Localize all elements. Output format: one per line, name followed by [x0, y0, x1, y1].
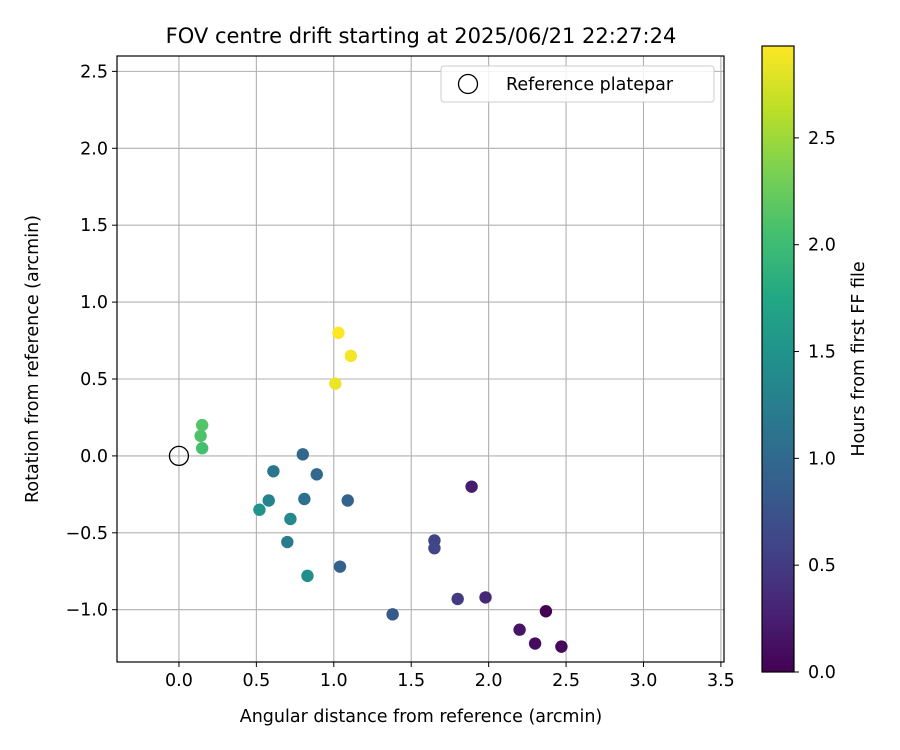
y-tick-label: 0.5: [80, 370, 108, 390]
x-tick-label: 0.0: [165, 671, 193, 691]
x-axis-label: Angular distance from reference (arcmin): [240, 707, 603, 727]
data-point: [262, 494, 275, 507]
y-tick-label: 1.0: [80, 293, 108, 313]
reference-marker-layer: [168, 445, 190, 467]
x-axis-ticks: 0.0 0.5 1.0 1.5 2.0 2.5 3.0 3.5: [165, 662, 735, 691]
data-point: [513, 623, 526, 636]
y-tick-label: −0.5: [66, 524, 109, 544]
x-tick-label: 2.0: [475, 671, 503, 691]
colorbar-tick-label: 0.0: [808, 663, 836, 683]
colorbar-ticks: 0.0 0.5 1.0 1.5 2.0 2.5: [794, 129, 836, 683]
data-point: [298, 492, 311, 506]
data-point: [310, 468, 323, 481]
y-tick-label: 2.0: [80, 139, 108, 159]
data-points: [194, 326, 568, 653]
chart-title: FOV centre drift starting at 2025/06/21 …: [166, 24, 677, 48]
x-tick-label: 2.5: [552, 671, 580, 691]
data-point: [267, 465, 280, 478]
data-point: [386, 608, 399, 621]
data-point: [284, 512, 297, 526]
y-axis-label: Rotation from reference (arcmin): [23, 215, 43, 503]
legend-marker-icon: [457, 73, 479, 95]
data-point: [539, 605, 553, 618]
data-point: [451, 592, 464, 606]
data-point: [344, 349, 358, 363]
x-tick-label: 1.0: [320, 671, 348, 691]
data-point: [195, 442, 209, 455]
colorbar: 0.0 0.5 1.0 1.5 2.0 2.5 Hours from first FF f…: [761, 45, 869, 683]
x-tick-label: 3.5: [707, 671, 735, 691]
legend-entry-reference: Reference platepar: [506, 75, 674, 95]
y-tick-label: 1.5: [80, 216, 108, 236]
colorbar-tick-label: 0.5: [808, 556, 836, 576]
colorbar-tick-label: 1.0: [808, 449, 836, 469]
legend[interactable]: Reference platepar: [440, 65, 715, 103]
data-point: [329, 377, 342, 390]
data-point: [341, 494, 354, 507]
y-tick-label: −1.0: [66, 601, 109, 621]
data-point: [465, 480, 478, 493]
x-tick-label: 1.5: [397, 671, 425, 691]
data-point: [332, 326, 345, 340]
grid: [117, 56, 724, 662]
plot-frame: [116, 55, 725, 663]
colorbar-tick-label: 1.5: [808, 343, 836, 363]
colorbar-tick-label: 2.0: [808, 236, 836, 256]
colorbar-label: Hours from first FF file: [849, 261, 869, 456]
colorbar-tick-label: 2.5: [808, 129, 836, 149]
data-point: [528, 637, 542, 650]
legend-box: [440, 65, 715, 103]
data-point: [296, 448, 310, 461]
data-point: [253, 503, 266, 516]
y-tick-label: 2.5: [80, 62, 108, 82]
data-point: [333, 560, 347, 573]
data-point: [301, 569, 314, 583]
x-tick-label: 3.0: [630, 671, 658, 691]
data-point: [281, 535, 294, 549]
y-axis-ticks: −1.0 −0.5 0.0 0.5 1.0 1.5 2.0 2.5: [66, 62, 117, 621]
x-tick-label: 0.5: [242, 671, 270, 691]
data-point: [479, 591, 492, 604]
data-point: [195, 418, 209, 432]
colorbar-gradient: [761, 45, 795, 673]
reference-platepar-marker: [168, 445, 190, 467]
data-point: [194, 429, 207, 443]
data-point: [555, 640, 568, 653]
y-tick-label: 0.0: [80, 447, 108, 467]
data-point: [428, 541, 441, 555]
